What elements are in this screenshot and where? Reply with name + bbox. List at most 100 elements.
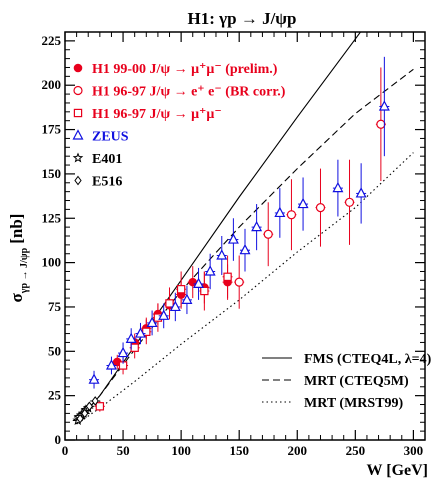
marker-open-triangle [239,243,251,255]
data-point [84,401,95,412]
marker-diamond [81,408,89,419]
x-tick-label: 50 [117,443,130,458]
legend-label: MRT (CTEQ5M) [304,374,409,389]
legend-label: E401 [92,152,122,167]
data-point [216,236,228,276]
marker-open-square [165,299,174,308]
y-tick-label: 100 [42,255,62,270]
marker-open-triangle [181,293,193,304]
marker-open-triangle [216,249,228,260]
y-tick-label: 0 [55,432,62,447]
marker-open-square [95,402,105,411]
legend-label: H1 99-00 J/ψ → μ⁺μ⁻ (prelim.) [92,62,278,77]
data-point [199,271,210,311]
data-point [315,168,326,247]
marker-open-triangle [297,197,309,209]
data-point [297,177,309,231]
data-point [169,292,181,322]
marker-open-triangle [146,316,158,328]
marker-diamond [76,413,84,424]
data-point [222,255,233,299]
x-tick-label: 100 [171,443,191,458]
data-point [181,285,193,315]
legend-label: H1 96-97 J/ψ → e⁺ e⁻ (BR corr.) [92,85,286,100]
y-axis-label: σγp → J/ψp [nb] [7,214,30,303]
data-point [239,228,251,272]
data-point [274,188,286,238]
data-point [187,266,198,299]
legend-marker-diamond [74,175,82,186]
marker-open-square [200,286,209,296]
x-axis-label: W [GeV] [367,462,428,479]
data-point [134,322,146,345]
marker-diamond [91,396,99,406]
data-point [94,400,105,412]
y-axis-label-symbol: σ [7,292,26,302]
marker-open-circle [234,277,244,287]
data-point [378,56,390,157]
marker-open-square [223,272,232,282]
y-tick-label: 150 [42,166,62,181]
data-point [234,255,245,309]
marker-open-triangle [251,220,263,232]
data-point [355,163,367,224]
marker-open-triangle [355,187,367,198]
y-tick-label: 75 [48,299,62,314]
x-tick-label: 300 [404,443,424,458]
data-point [75,413,86,424]
x-tick-label: 250 [346,443,366,458]
data-point [193,267,205,300]
marker-open-triangle [134,327,146,338]
data-point [125,328,137,350]
data-point [105,356,117,375]
y-tick-label: 175 [42,122,62,137]
data-point [79,408,90,419]
y-tick-label: 125 [42,210,62,225]
y-tick-label: 50 [48,343,61,358]
marker-open-circle [376,119,386,129]
marker-open-square [176,285,186,294]
marker-open-triangle [274,206,286,218]
data-point [164,287,175,320]
marker-open-triangle [105,359,117,370]
legend-label: ZEUS [92,130,129,145]
marker-open-square [130,343,139,352]
legend-marker-open-square [73,108,83,118]
legend-label: H1 96-97 J/ψ → μ⁺μ⁻ [92,107,222,122]
legend-markers: H1 99-00 J/ψ → μ⁺μ⁻ (prelim.) H1 96-97 J/… [72,62,286,190]
y-axis-label-subscript: γp → J/ψp [19,247,30,294]
y-axis-label-unit: [nb] [7,214,26,244]
data-point [158,303,170,329]
legend-label: E516 [92,175,122,190]
y-tick-label: 25 [48,388,62,403]
chart-title: H1: γp → J/ψp [188,9,297,28]
y-tick-label: 225 [42,33,62,48]
data-point [344,159,355,245]
y-tick-label: 200 [42,77,62,92]
marker-open-triangle [332,181,344,193]
marker-open-circle [263,229,273,239]
marker-open-triangle [378,100,390,111]
legend-marker-filled-circle [73,63,83,73]
plot-area: 0 50 100 150 200 250 300 0 25 50 75 100 125 150 175 200… [42,31,426,458]
legend-marker-star [72,152,84,163]
x-tick-label: 150 [229,443,249,458]
x-tick-label: 200 [288,443,308,458]
marker-open-triangle [204,265,216,276]
data-point [286,179,297,251]
marker-open-triangle [158,309,170,320]
data-point [90,396,101,406]
data-points [72,56,390,426]
legend-marker-open-circle [73,85,83,96]
x-tick-label: 0 [62,443,69,458]
marker-open-triangle [193,277,205,288]
svg-text:σγp → J/ψp[nb]: σγp → J/ψp [nb] [7,214,30,303]
marker-open-circle [344,197,355,207]
marker-open-circle [286,210,297,220]
data-point [263,202,274,267]
data-point [375,67,386,182]
marker-open-triangle [117,346,129,358]
data-point [88,370,100,389]
legend-marker-open-triangle [72,129,84,140]
